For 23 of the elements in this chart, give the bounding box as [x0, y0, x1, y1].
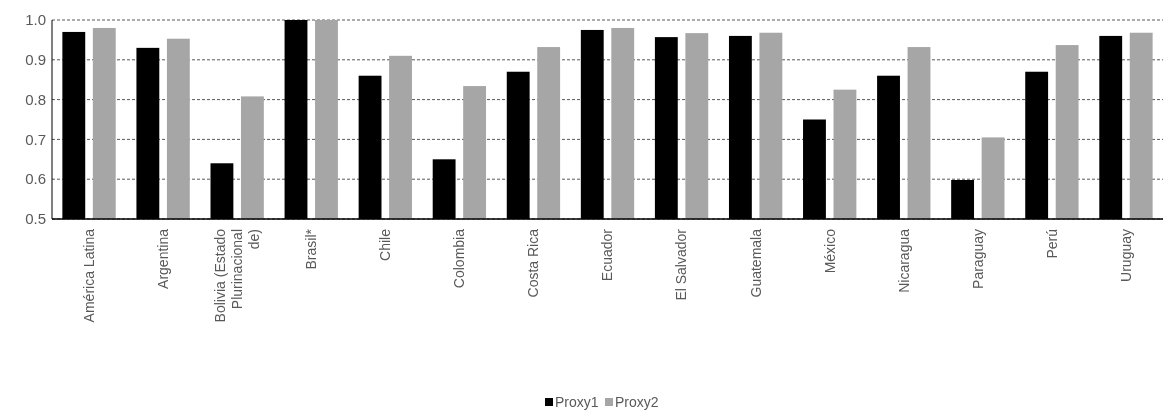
x-tick-label: Costa Rica	[525, 228, 542, 298]
y-tick-label: 0.8	[25, 90, 46, 108]
x-tick-label: Ecuador	[599, 228, 616, 282]
x-tick-label: Bolivia (Estado Plurinacional de)	[212, 228, 263, 323]
x-tick-label: Guatemala	[747, 228, 764, 298]
x-tick-label: Perú	[1043, 229, 1060, 259]
x-tick-label: América Latina	[80, 228, 97, 323]
x-tick-label: Nicaragua	[895, 228, 912, 293]
y-tick-label: 0.6	[25, 170, 46, 188]
y-tick-label: 1.0	[25, 11, 46, 29]
x-tick-label: Paraguay	[969, 229, 986, 289]
legend-label: Proxy2	[615, 394, 659, 410]
legend-label: Proxy1	[555, 394, 599, 410]
y-tick-label: 0.5	[25, 210, 46, 228]
x-tick-label: Colombia	[451, 228, 468, 289]
y-tick-label: 0.7	[25, 130, 46, 148]
x-tick-label: Uruguay	[1117, 229, 1134, 282]
x-tick-label: El Salvador	[673, 228, 690, 301]
x-tick-label: México	[821, 228, 838, 274]
y-tick-label: 0.9	[25, 51, 46, 69]
x-tick-label: Brasil*	[303, 228, 320, 270]
x-tick-label: Argentina	[155, 228, 171, 289]
x-tick-label: Chile	[377, 228, 394, 261]
